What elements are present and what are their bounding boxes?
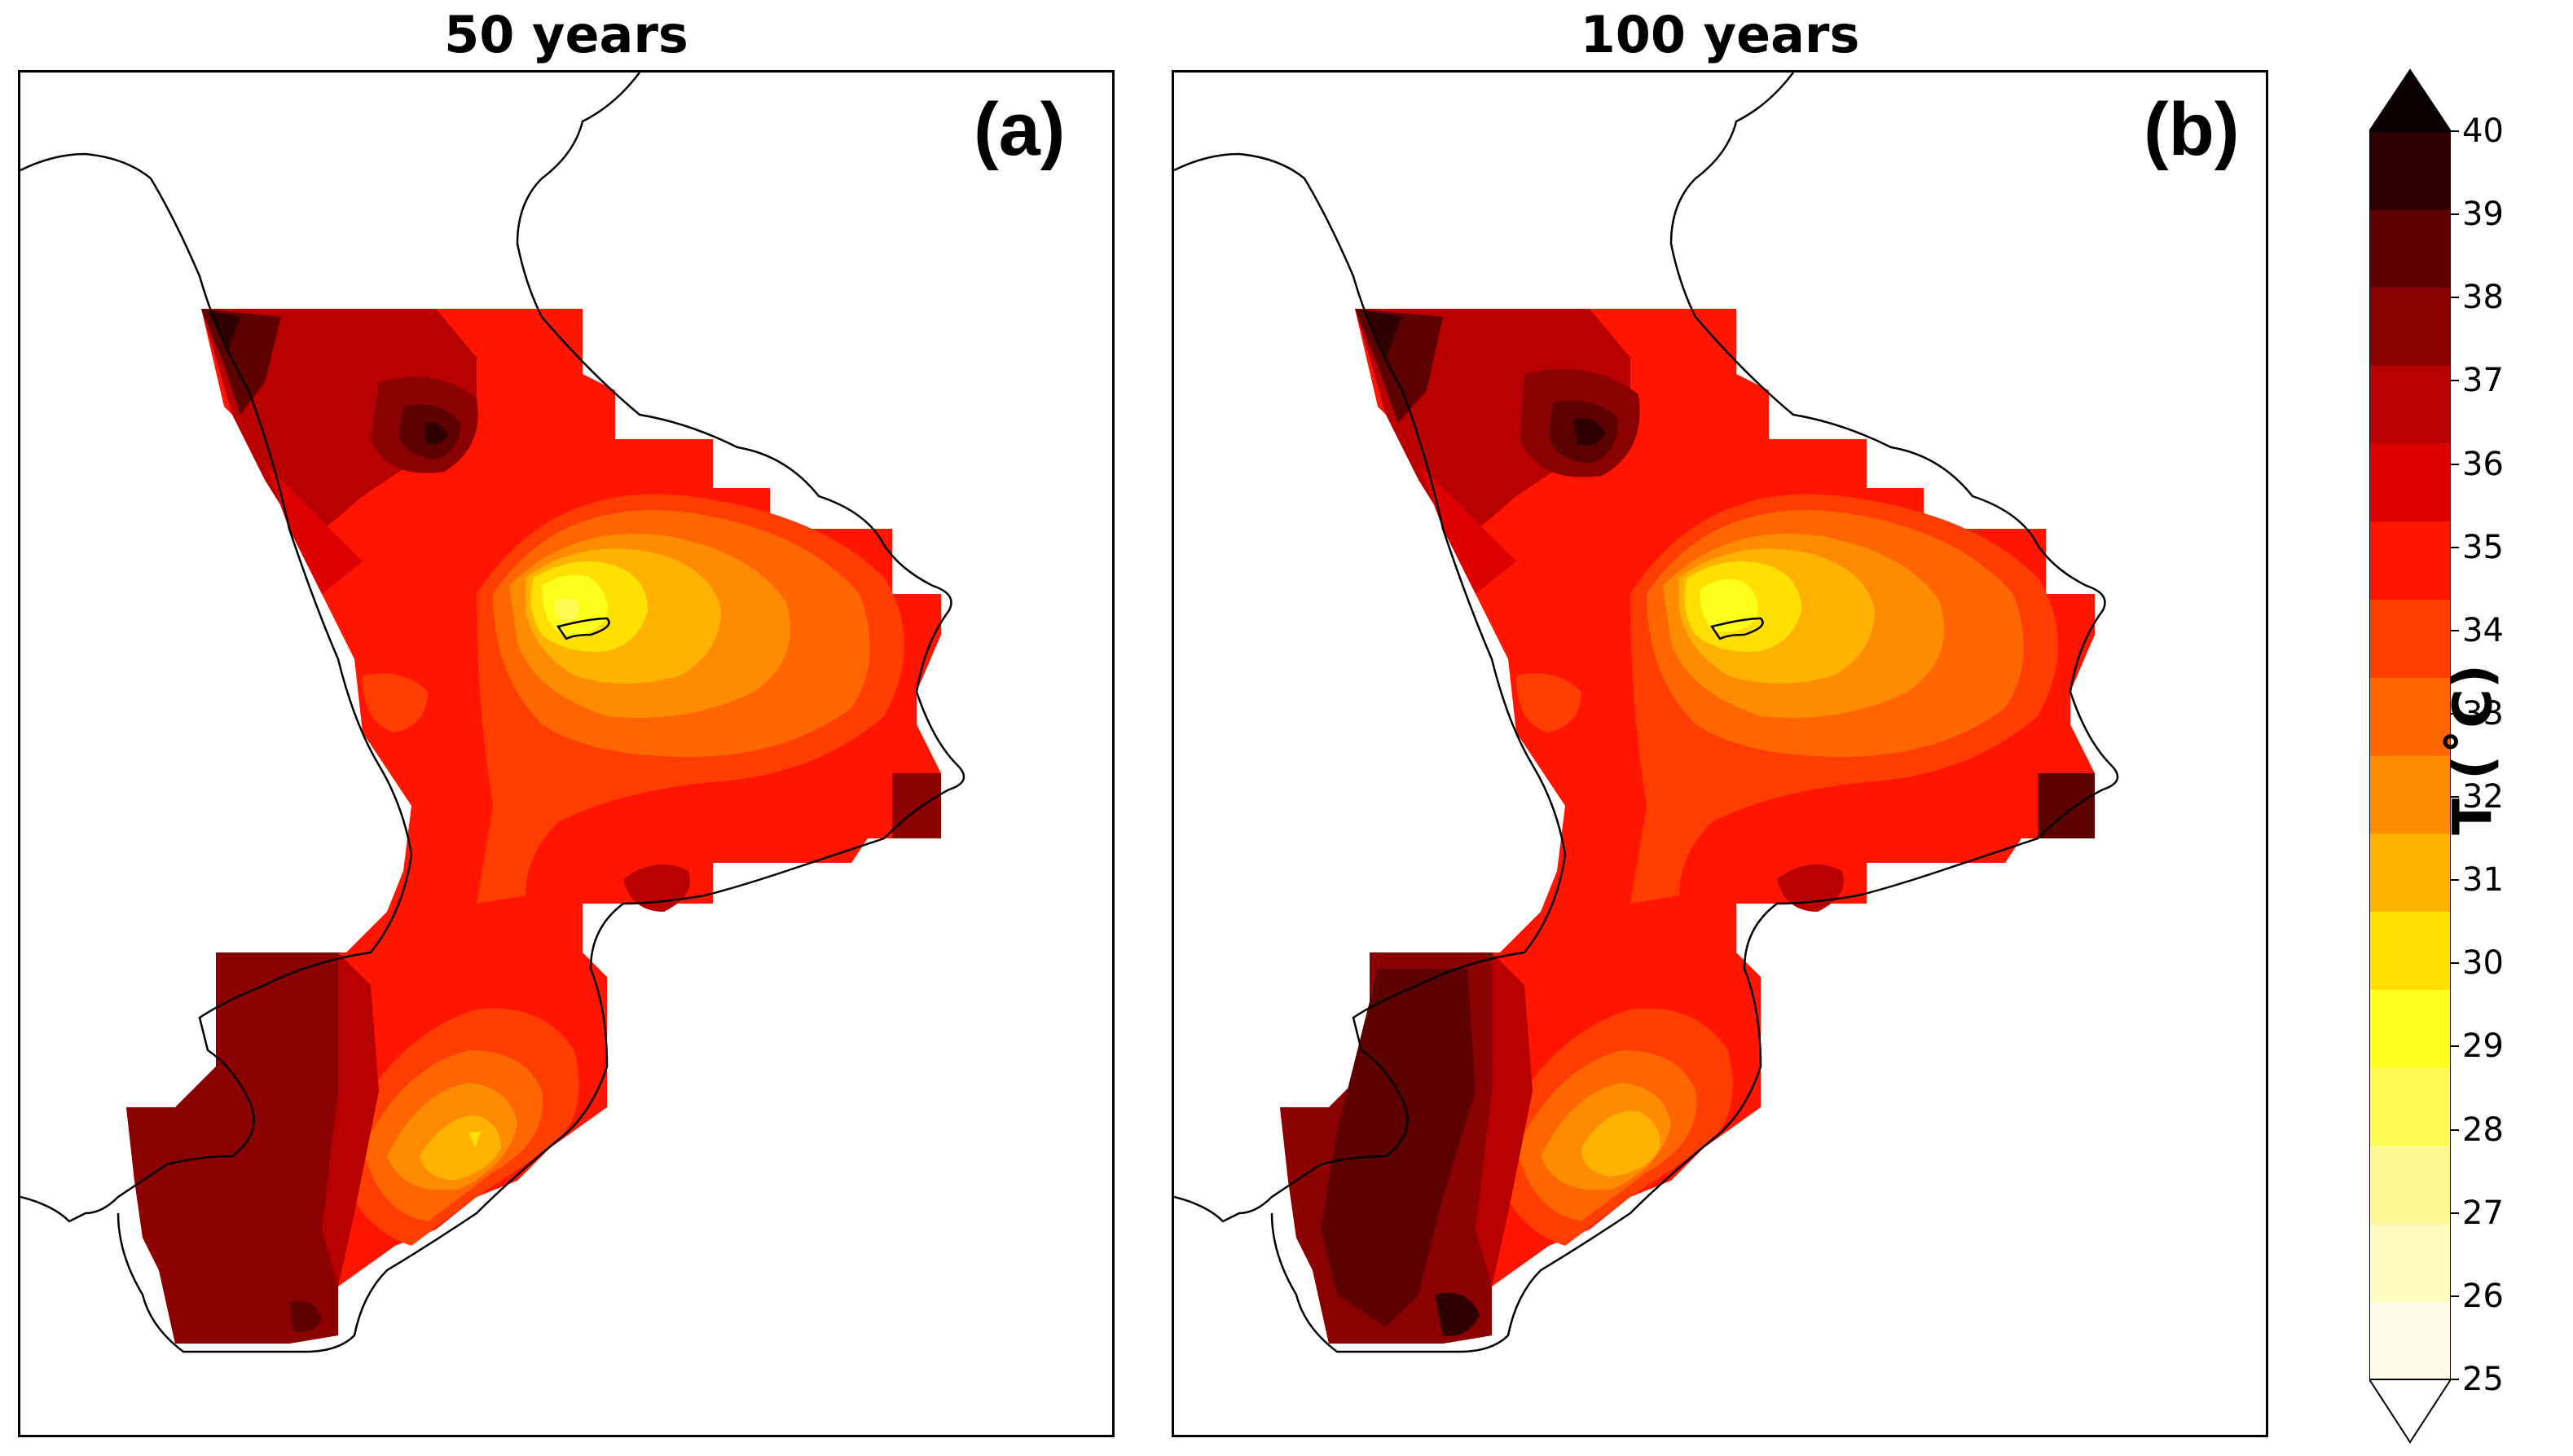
sw-36 — [1476, 952, 1533, 1287]
colorbar-tick-mark — [2451, 130, 2459, 132]
plume-27 — [554, 598, 579, 622]
colorbar-swatch — [2369, 521, 2451, 600]
colorbar-tick-mark — [2451, 380, 2459, 382]
sw-38 — [289, 1300, 322, 1332]
colorbar-swatches — [2369, 131, 2451, 1380]
temperature-map-a — [20, 73, 965, 1353]
colorbar-label: T (˚C) — [2441, 664, 2505, 835]
panel-b-label: (b) — [2144, 88, 2240, 171]
nw-max — [208, 310, 240, 350]
colorbar — [2369, 68, 2451, 1444]
coastline-a — [20, 73, 965, 1353]
colorbar-tick-mark — [2451, 1379, 2459, 1380]
colorbar-swatch — [2369, 1301, 2451, 1380]
temperature-map-b — [1174, 73, 2119, 1353]
colorbar-tick-label: 28 — [2462, 1111, 2504, 1149]
colorbar-tick-label: 37 — [2462, 362, 2504, 400]
panel-b-title: 100 years — [1580, 5, 1860, 64]
colorbar-swatch — [2369, 599, 2451, 678]
colorbar-swatch — [2369, 365, 2451, 444]
colorbar-tick-mark — [2451, 463, 2459, 465]
nw-hot — [201, 309, 477, 545]
colorbar-swatch — [2369, 131, 2451, 210]
colorbar-tick-label: 25 — [2462, 1361, 2504, 1398]
colorbar-swatch — [2369, 989, 2451, 1068]
colorbar-tick-label: 31 — [2462, 861, 2504, 900]
patch-east — [2038, 773, 2095, 838]
sw-36 — [322, 952, 379, 1287]
colorbar-tick-mark — [2451, 546, 2459, 548]
colorbar-extend-high — [2369, 68, 2451, 132]
colorbar-tick-mark — [2451, 1128, 2459, 1131]
colorbar-tick-label: 26 — [2462, 1277, 2504, 1315]
coastline-b — [1174, 73, 2119, 1353]
colorbar-swatch — [2369, 833, 2451, 912]
sw-37 — [126, 952, 363, 1344]
colorbar-swatch — [2369, 443, 2451, 522]
colorbar-tick-label: 34 — [2462, 611, 2504, 649]
colorbar-tick-mark — [2451, 796, 2459, 798]
colorbar-tick-label: 33 — [2462, 694, 2504, 732]
south-30 — [1581, 1111, 1660, 1177]
colorbar-tick-mark — [2451, 1295, 2459, 1297]
colorbar-frame — [2369, 130, 2451, 1380]
colorbar-tick-label: 39 — [2462, 196, 2504, 234]
colorbar-tick-label: 30 — [2462, 944, 2504, 983]
colorbar-tick-label: 40 — [2462, 112, 2504, 150]
colorbar-tick-label: 29 — [2462, 1027, 2504, 1066]
colorbar-swatch — [2369, 677, 2451, 756]
colorbar-tick-label: 36 — [2462, 445, 2504, 483]
map-panel-b: (b) — [1172, 70, 2268, 1437]
patch-west — [363, 673, 428, 732]
sw-39 — [1435, 1292, 1480, 1336]
patch-east — [892, 773, 941, 838]
colorbar-swatch — [2369, 287, 2451, 366]
colorbar-tick-label: 32 — [2462, 778, 2504, 816]
colorbar-tick-mark — [2451, 879, 2459, 882]
edge-36 — [265, 464, 363, 594]
heat-field-b — [1280, 309, 2095, 1344]
nw-max — [1361, 310, 1402, 358]
colorbar-tick-label: 38 — [2462, 279, 2504, 317]
peak-core — [424, 422, 448, 445]
colorbar-tick-mark — [2451, 629, 2459, 631]
colorbar-swatch — [2369, 1067, 2451, 1146]
lake-b — [1709, 617, 1764, 640]
lake-a — [556, 617, 610, 640]
colorbar-swatch — [2369, 911, 2451, 990]
map-panel-a: (a) — [18, 70, 1115, 1437]
edge-36 — [1418, 464, 1516, 594]
colorbar-swatch — [2369, 1145, 2451, 1224]
heat-field-a — [126, 309, 941, 1344]
colorbar-tick-label: 27 — [2462, 1194, 2504, 1232]
peak-core — [1573, 418, 1606, 446]
panel-a-label: (a) — [974, 88, 1066, 171]
colorbar-swatch — [2369, 1223, 2451, 1302]
colorbar-tick-mark — [2451, 1045, 2459, 1048]
colorbar-tick-mark — [2451, 1212, 2459, 1214]
colorbar-tick-mark — [2451, 712, 2459, 715]
colorbar-tick-mark — [2451, 213, 2459, 216]
colorbar-tick-label: 35 — [2462, 528, 2504, 566]
colorbar-tick-mark — [2451, 962, 2459, 965]
south-29 — [468, 1132, 481, 1148]
panel-a-title: 50 years — [444, 5, 688, 64]
patch-west — [1516, 673, 1581, 732]
colorbar-swatch — [2369, 209, 2451, 288]
sw-38 — [1321, 969, 1476, 1327]
colorbar-extend-low — [2369, 1379, 2451, 1444]
colorbar-swatch — [2369, 755, 2451, 834]
plume-28 — [1700, 578, 1758, 632]
colorbar-tick-mark — [2451, 297, 2459, 299]
